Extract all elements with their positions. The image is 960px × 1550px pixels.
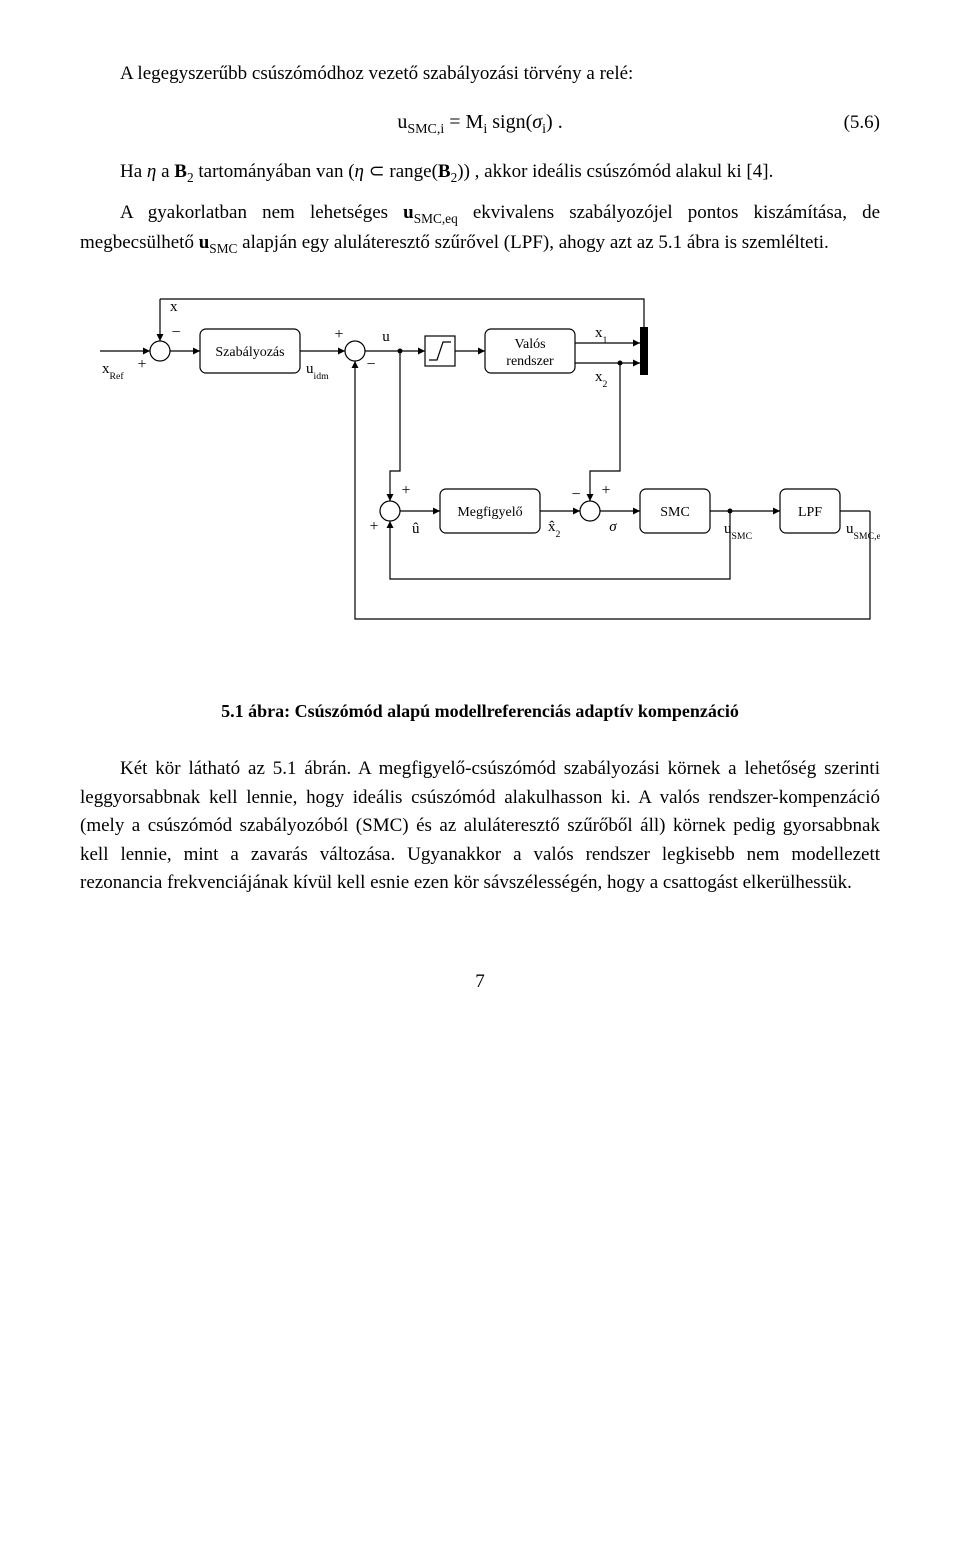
svg-text:−: − [171,324,180,341]
p3-u2: u [199,232,210,253]
svg-text:x̂2: x̂2 [548,519,561,540]
svg-text:SMC: SMC [660,505,690,520]
eq-sigma: σ [532,111,542,133]
svg-text:x: x [170,299,178,315]
p3-u1sub: SMC,eq [414,211,458,226]
svg-text:+: + [137,356,146,373]
eq-body: uSMC,i = Mi sign(σi) . [397,107,562,140]
svg-text:LPF: LPF [798,505,822,520]
eq-close: . [553,111,563,133]
eq-sign: sign [487,111,525,133]
p2-subset: ⊂ range( [364,161,438,182]
paragraph-3: A gyakorlatban nem lehetséges uSMC,eq ek… [80,199,880,258]
p3-u1: u [403,202,414,223]
paragraph-2: Ha η a B2 tartományában van (η ⊂ range(B… [80,158,880,188]
equation-5-6: uSMC,i = Mi sign(σi) . (5.6) [80,107,880,140]
svg-text:uSMC: uSMC [724,521,752,542]
svg-text:+: + [334,326,343,343]
p2-eta2: η [355,161,364,182]
p2-c: tartományában van ( [194,161,355,182]
svg-text:x2: x2 [595,369,608,390]
svg-text:rendszer: rendszer [506,354,554,369]
eq-u: u [397,111,407,133]
p3-c: alapján egy aluláteresztő szűrővel (LPF)… [237,232,828,253]
p2-eta: η [147,161,156,182]
eq-u-sub: SMC,i [407,122,444,137]
p2-d: )) , akkor ideális csúszómód alakul ki [… [457,161,773,182]
eq-sigma-sub: i [542,122,546,137]
svg-text:Megfigyelő: Megfigyelő [457,505,522,520]
svg-text:+: + [601,482,610,499]
paragraph-4: Két kör látható az 5.1 ábrán. A megfigye… [80,755,880,898]
block-diagram: +xRef−xSzabályozás+uidmuValósrendszerx1x… [80,289,880,659]
p2-b: a [156,161,174,182]
p2-B2: B [438,161,451,182]
svg-text:û: û [412,521,420,537]
svg-text:σ: σ [609,519,617,535]
svg-text:uSMC,eq: uSMC,eq [846,521,880,542]
p2-a: Ha [120,161,147,182]
diagram-svg: +xRef−xSzabályozás+uidmuValósrendszerx1x… [80,289,880,649]
paragraph-1: A legegyszerűbb csúszómódhoz vezető szab… [80,60,880,89]
svg-text:u: u [382,329,390,345]
svg-text:Valós: Valós [514,337,545,352]
figure-caption: 5.1 ábra: Csúszómód alapú modellreferenc… [80,698,880,725]
svg-text:−: − [366,356,375,373]
svg-text:Szabályozás: Szabályozás [215,345,284,360]
equation-number: (5.6) [844,109,880,138]
svg-text:+: + [401,482,410,499]
p3-a: A gyakorlatban nem lehetséges [120,202,403,223]
svg-text:−: − [571,486,580,503]
svg-text:uidm: uidm [306,361,329,382]
page-number: 7 [80,968,880,997]
svg-text:+: + [369,518,378,535]
eq-eq: = M [444,111,483,133]
p2-B: B [174,161,187,182]
p3-u2sub: SMC [209,241,237,256]
svg-text:xRef: xRef [102,361,124,382]
p2-Bsub: 2 [187,169,194,184]
